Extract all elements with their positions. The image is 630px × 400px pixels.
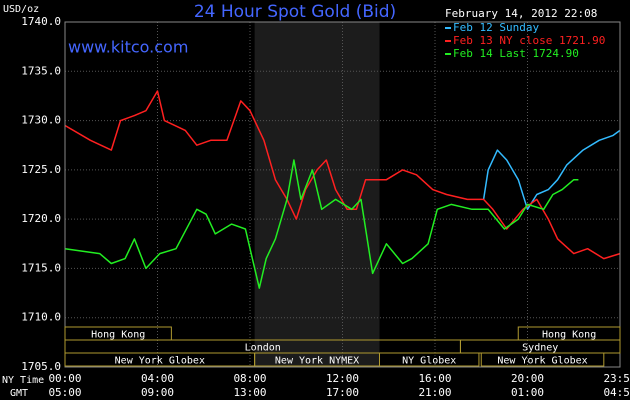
x2-tick-label: 21:00 bbox=[418, 386, 451, 399]
session-label: London bbox=[245, 343, 281, 354]
source: www.kitco.com bbox=[68, 38, 188, 57]
legend-label: Feb 12 Sunday bbox=[453, 21, 539, 34]
x-axis-label: NY Time bbox=[2, 375, 44, 386]
chart-title: 24 Hour Spot Gold (Bid) bbox=[194, 2, 396, 22]
x-tick-label: 20:00 bbox=[511, 372, 544, 385]
session-label: Hong Kong bbox=[542, 330, 596, 341]
y-tick-label: 1710.0 bbox=[21, 311, 61, 324]
session-label: New York Globex bbox=[115, 356, 205, 367]
y-axis-label: USD/oz bbox=[3, 4, 39, 15]
y-tick-label: 1730.0 bbox=[21, 114, 61, 127]
x-tick-label: 00:00 bbox=[48, 372, 81, 385]
lines-layer bbox=[64, 90, 621, 289]
session-box bbox=[480, 352, 605, 367]
session-label: New York Globex bbox=[497, 356, 587, 367]
shaded-range bbox=[254, 22, 380, 367]
x2-axis-label: GMT bbox=[10, 388, 28, 399]
series-line bbox=[482, 129, 621, 211]
x-tick-label: 08:00 bbox=[233, 372, 266, 385]
y-tick-label: 1715.0 bbox=[21, 261, 61, 274]
session-label: Hong Kong bbox=[91, 330, 145, 341]
x2-tick-label: 13:00 bbox=[233, 386, 266, 399]
x2-tick-label: 09:00 bbox=[141, 386, 174, 399]
legend-label: Feb 14 Last 1724.90 bbox=[453, 47, 579, 60]
x-tick-label: 12:00 bbox=[326, 372, 359, 385]
x-tick-label: 23:59 bbox=[603, 372, 630, 385]
shade-layer bbox=[254, 22, 380, 367]
x-tick-label: 16:00 bbox=[418, 372, 451, 385]
series-line bbox=[64, 159, 579, 289]
timestamp: February 14, 2012 22:08 bbox=[445, 7, 597, 20]
x2-tick-label: 17:00 bbox=[326, 386, 359, 399]
legend-label: Feb 13 NY close 1721.90 bbox=[453, 34, 605, 47]
x2-tick-label: 04:59 bbox=[603, 386, 630, 399]
session-label: New York NYMEX bbox=[275, 356, 359, 367]
y-tick-label: 1740.0 bbox=[21, 15, 61, 28]
y-tick-label: 1735.0 bbox=[21, 64, 61, 77]
session-label: Sydney bbox=[522, 343, 558, 354]
y-tick-label: 1720.0 bbox=[21, 212, 61, 225]
session-box bbox=[379, 352, 480, 367]
y-tick-label: 1705.0 bbox=[21, 360, 61, 373]
x2-tick-label: 01:00 bbox=[511, 386, 544, 399]
session-label: NY Globex bbox=[402, 356, 456, 367]
plot-frame bbox=[64, 21, 621, 368]
x-tick-label: 04:00 bbox=[141, 372, 174, 385]
y-tick-label: 1725.0 bbox=[21, 163, 61, 176]
x2-tick-label: 05:00 bbox=[48, 386, 81, 399]
